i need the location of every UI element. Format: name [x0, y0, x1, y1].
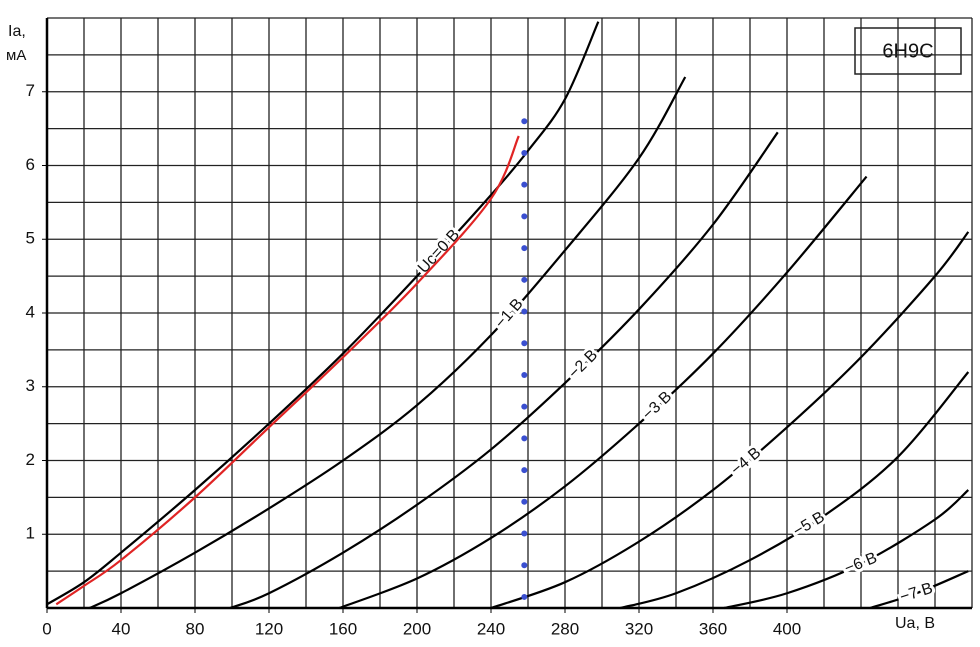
- x-tick-label: 40: [112, 619, 131, 638]
- y-tick-label: 4: [26, 302, 35, 321]
- curve: [869, 570, 969, 610]
- curve: [55, 135, 520, 606]
- x-tick-label: 160: [329, 619, 357, 638]
- marker-dot: [521, 403, 528, 410]
- y-tick-label: 7: [26, 81, 35, 100]
- marker-dot: [521, 530, 528, 537]
- marker-dot: [521, 149, 528, 156]
- marker-dot: [521, 467, 528, 474]
- y-tick-label: 5: [26, 229, 35, 248]
- marker-dot: [521, 118, 528, 125]
- curve-label: Uс=0 В: [415, 226, 463, 277]
- x-tick-label: 80: [186, 619, 205, 638]
- marker-dot: [521, 371, 528, 378]
- y-tick-label: 6: [26, 155, 35, 174]
- curve: [620, 371, 970, 610]
- y-tick-label: 1: [26, 524, 35, 543]
- y-axis-unit: мА: [6, 47, 26, 64]
- marker-dot: [521, 340, 528, 347]
- x-tick-label: 200: [403, 619, 431, 638]
- marker-dot: [521, 308, 528, 315]
- marker-dot: [521, 593, 528, 600]
- x-tick-label: 400: [773, 619, 801, 638]
- x-tick-label: 280: [551, 619, 579, 638]
- curve-label: −5 В: [790, 509, 827, 541]
- marker-dot: [521, 245, 528, 252]
- marker-dot: [521, 562, 528, 569]
- curve: [89, 76, 687, 609]
- marker-dot: [521, 498, 528, 505]
- title-box: [854, 27, 962, 75]
- chart-title: 6Н9С: [882, 40, 933, 62]
- marker-dot: [521, 276, 528, 283]
- marker-dot: [521, 435, 528, 442]
- x-tick-label: 320: [625, 619, 653, 638]
- curve-label: −4 В: [728, 444, 764, 479]
- x-tick-label: 360: [699, 619, 727, 638]
- x-tick-label: 120: [255, 619, 283, 638]
- x-axis-label: Uа, В: [895, 615, 935, 632]
- curve-label: −3 В: [639, 388, 675, 423]
- x-tick-label: 0: [42, 619, 51, 638]
- y-tick-label: 2: [26, 450, 35, 469]
- curve: [46, 21, 600, 606]
- curve-label: −7 В: [898, 580, 935, 606]
- marker-dot: [521, 181, 528, 188]
- marker-dot: [521, 213, 528, 220]
- curve: [723, 489, 970, 610]
- curve: [229, 131, 779, 610]
- y-tick-label: 3: [26, 376, 35, 395]
- curve: [490, 231, 970, 610]
- x-tick-label: 240: [477, 619, 505, 638]
- y-axis-label: Iа,: [8, 23, 26, 40]
- curve: [338, 175, 868, 610]
